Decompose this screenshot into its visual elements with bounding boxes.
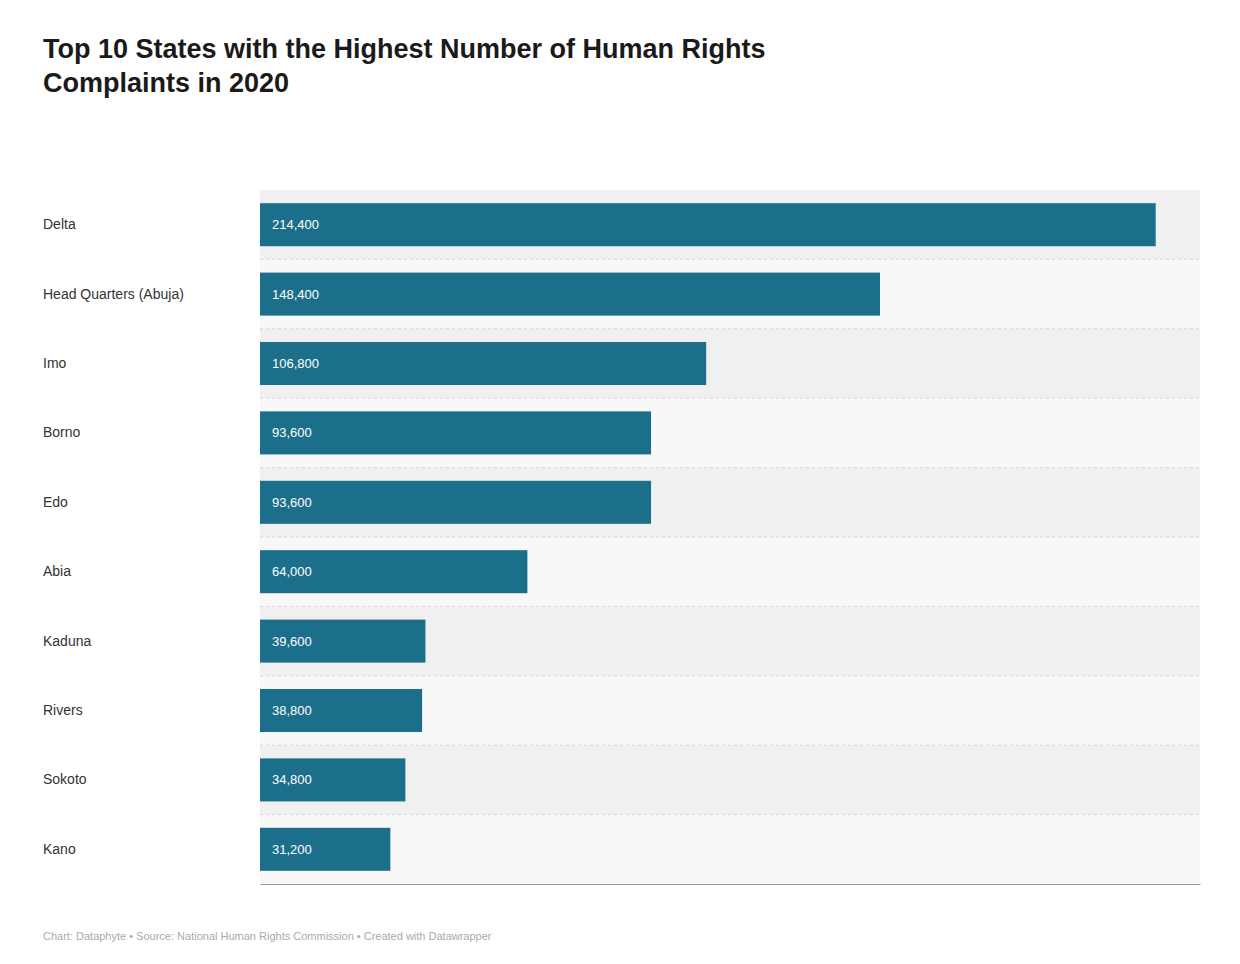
bars (260, 203, 1156, 871)
x-axis-line (261, 884, 1201, 885)
divider (260, 467, 1200, 468)
y-tick: Edo (43, 494, 68, 510)
y-tick-label: Abia (43, 563, 71, 579)
bar (260, 481, 651, 524)
bar (260, 411, 651, 454)
divider (260, 398, 1200, 399)
data-label: 39,600 (272, 634, 312, 649)
y-tick: Head Quarters (Abuja) (43, 286, 184, 302)
bar (260, 828, 390, 871)
x-axis (261, 884, 1201, 885)
stripes (260, 190, 1200, 884)
y-axis: Delta Head Quarters (Abuja) Imo Borno Edo Abi… (43, 216, 184, 857)
data-label: 148,400 (272, 287, 319, 302)
data-label: 31,200 (272, 842, 312, 857)
data-label: 38,800 (272, 703, 312, 718)
stripe (260, 815, 1200, 884)
stripe (260, 259, 1200, 328)
chart: Top 10 States with the Highest Number of… (0, 0, 1240, 964)
divider (260, 537, 1200, 538)
y-tick: Abia (43, 563, 71, 579)
divider (260, 259, 1200, 260)
y-tick-label: Head Quarters (Abuja) (43, 286, 184, 302)
y-tick-label: Delta (43, 216, 76, 232)
stripe (260, 329, 1200, 398)
divider (260, 814, 1200, 815)
bar (260, 758, 405, 801)
divider (260, 675, 1200, 676)
dividers (260, 259, 1200, 814)
data-label: 106,800 (272, 356, 319, 371)
bar (260, 689, 422, 732)
y-tick: Borno (43, 424, 81, 440)
divider (260, 606, 1200, 607)
caption: Chart: Dataphyte • Source: National Huma… (43, 930, 492, 942)
y-tick: Delta (43, 216, 76, 232)
data-label: 93,600 (272, 495, 312, 510)
stripe (260, 606, 1200, 675)
data-labels: 214,400 148,400 106,800 93,600 93,600 64,000 3… (272, 217, 319, 857)
y-tick-label: Sokoto (43, 771, 87, 787)
y-tick: Kano (43, 841, 76, 857)
data-label: 64,000 (272, 564, 312, 579)
y-tick: Kaduna (43, 633, 91, 649)
data-label: 214,400 (272, 217, 319, 232)
y-tick-label: Imo (43, 355, 67, 371)
stripe (260, 537, 1200, 606)
bar (260, 342, 706, 385)
y-tick-label: Rivers (43, 702, 83, 718)
y-tick: Imo (43, 355, 67, 371)
bar (260, 273, 880, 316)
bar (260, 620, 425, 663)
divider (260, 328, 1200, 329)
y-tick-label: Edo (43, 494, 68, 510)
stripe (260, 468, 1200, 537)
y-tick: Rivers (43, 702, 83, 718)
divider (260, 745, 1200, 746)
plot: 214,400 148,400 106,800 93,600 93,600 64,000 3… (43, 190, 1201, 885)
y-tick: Sokoto (43, 771, 87, 787)
stripe (260, 676, 1200, 745)
y-tick-label: Borno (43, 424, 81, 440)
data-label: 93,600 (272, 425, 312, 440)
title: Top 10 States with the Highest Number of… (43, 34, 766, 98)
stripe (260, 745, 1200, 814)
y-tick-label: Kaduna (43, 633, 91, 649)
stripe (260, 190, 1200, 259)
bar (260, 550, 527, 593)
data-label: 34,800 (272, 772, 312, 787)
bar (260, 203, 1156, 246)
y-tick-label: Kano (43, 841, 76, 857)
stripe (260, 398, 1200, 467)
